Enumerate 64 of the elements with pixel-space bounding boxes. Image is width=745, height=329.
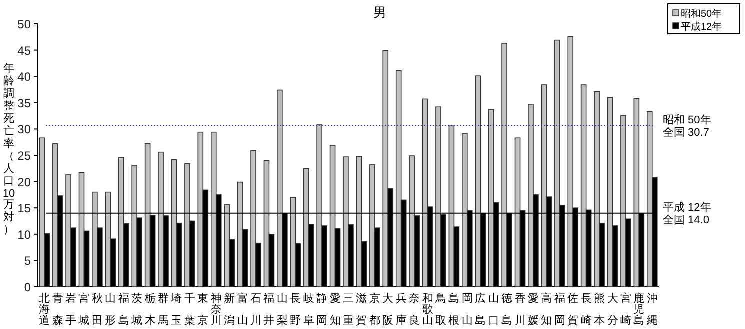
x-tick-label: 茨城 bbox=[130, 292, 143, 327]
x-tick-label: 青森 bbox=[52, 292, 64, 327]
x-tick-label: 佐賀 bbox=[568, 293, 579, 327]
x-tick-label: 千葉 bbox=[184, 292, 196, 327]
x-tick-label: 宮城 bbox=[78, 292, 90, 327]
x-tick-label: 秋田 bbox=[92, 293, 103, 327]
x-tick-label: 石川 bbox=[250, 293, 262, 327]
y-tick-label: 30 bbox=[18, 122, 32, 137]
ref-line-label: 昭和 50年全国 30.7 bbox=[663, 113, 712, 139]
legend-label: 昭和50年 bbox=[681, 8, 722, 20]
x-tick-label: 鳥取 bbox=[434, 293, 446, 327]
x-tick-label: 鹿児島 bbox=[634, 292, 645, 327]
y-tick-label: 45 bbox=[18, 44, 32, 58]
x-tick-label: 広島 bbox=[475, 292, 486, 327]
x-tick-label: 熊本 bbox=[594, 292, 606, 327]
x-tick-label: 宮崎 bbox=[620, 292, 632, 327]
x-tick-label: 大阪 bbox=[382, 292, 394, 327]
x-tick-label: 埼玉 bbox=[170, 293, 182, 327]
y-tick-label: 15 bbox=[18, 202, 32, 216]
x-tick-label: 滋賀 bbox=[356, 293, 368, 327]
x-tick-label: 香川 bbox=[514, 292, 526, 327]
y-tick-label: 0 bbox=[24, 280, 32, 294]
x-tick-label: 愛媛 bbox=[528, 292, 539, 327]
x-tick-label: 山形 bbox=[105, 292, 116, 327]
x-tick-label: 兵庫 bbox=[396, 292, 407, 327]
x-tick-label: 三重 bbox=[343, 293, 354, 327]
x-tick-label: 徳島 bbox=[502, 293, 513, 327]
y-tick-label: 35 bbox=[18, 96, 32, 110]
x-tick-label: 栃木 bbox=[144, 293, 156, 327]
x-tick-label: 福岡 bbox=[554, 292, 566, 327]
x-tick-label: 長崎 bbox=[580, 293, 592, 327]
y-tick-label: 10 bbox=[18, 228, 32, 242]
x-tick-label: 愛知 bbox=[330, 292, 341, 327]
y-tick-label: 40 bbox=[18, 70, 32, 84]
text: 年齢調整死亡率（人口10万対） bbox=[2, 63, 16, 236]
y-tick-label: 5 bbox=[24, 254, 32, 268]
ref-line-label: 平成 12年全国 14.0 bbox=[663, 201, 712, 227]
x-tick-label: 岩手 bbox=[66, 292, 77, 327]
x-tick-label: 岡山 bbox=[462, 293, 473, 327]
x-tick-label: 高知 bbox=[541, 292, 552, 327]
x-tick-label: 沖縄 bbox=[646, 292, 658, 327]
legend-label: 平成12年 bbox=[681, 21, 722, 33]
x-tick-label: 群馬 bbox=[157, 293, 170, 327]
x-tick-label: 静岡 bbox=[316, 293, 328, 327]
x-tick-label: 山梨 bbox=[276, 292, 288, 327]
x-tick-label: 岐阜 bbox=[303, 292, 314, 327]
chart-title: 男 bbox=[374, 5, 386, 20]
x-tick-label: 奈良 bbox=[409, 293, 420, 327]
x-tick-label: 島根 bbox=[448, 292, 460, 327]
x-tick-label: 富山 bbox=[237, 292, 248, 327]
x-tick-label: 京都 bbox=[369, 292, 380, 327]
x-tick-label: 東京 bbox=[198, 292, 209, 327]
x-tick-label: 神奈川 bbox=[210, 292, 222, 327]
y-tick-label: 20 bbox=[18, 175, 32, 190]
x-tick-label: 長野 bbox=[290, 293, 302, 327]
x-tick-label: 福島 bbox=[118, 292, 130, 327]
x-tick-label: 新潟 bbox=[224, 292, 236, 327]
y-tick-label: 25 bbox=[18, 149, 32, 163]
x-tick-label: 北海道 bbox=[39, 292, 50, 327]
x-tick-label: 山口 bbox=[488, 292, 500, 327]
x-tick-label: 和歌山 bbox=[422, 292, 434, 327]
x-tick-label: 福井 bbox=[264, 292, 275, 327]
y-tick-label: 50 bbox=[18, 18, 32, 32]
x-tick-label: 大分 bbox=[607, 292, 618, 327]
